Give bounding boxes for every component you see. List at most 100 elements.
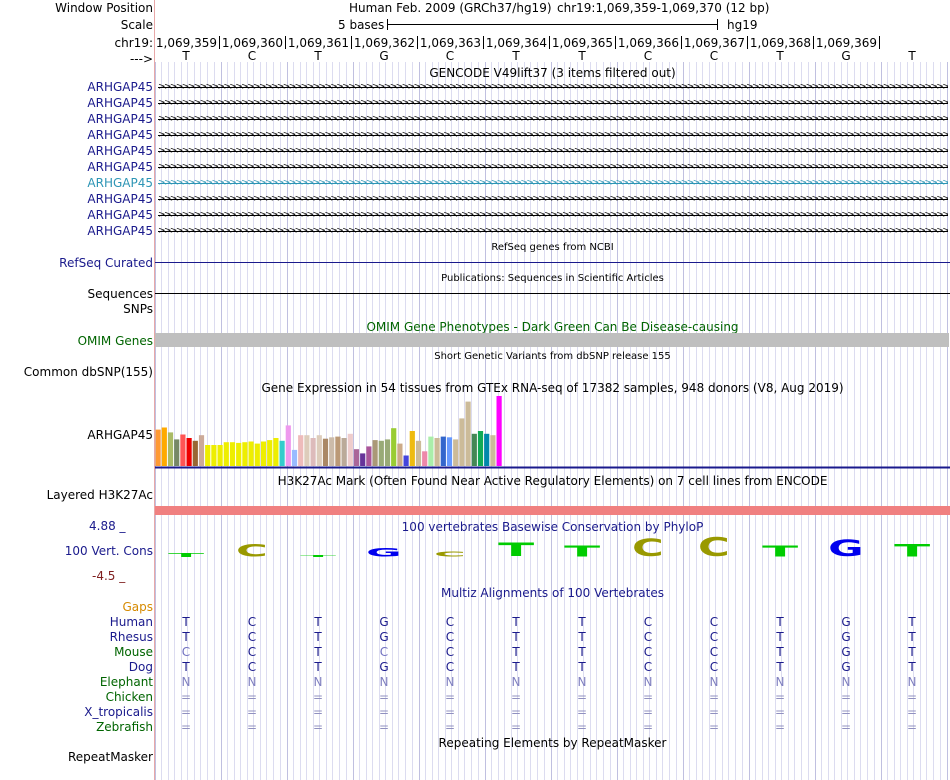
gtex-tissue-bar[interactable] [477,431,484,466]
gencode-gene-line[interactable] [158,87,948,88]
gtex-tissue-bar[interactable] [378,440,384,466]
gtex-tissue-bar[interactable] [217,445,223,466]
gtex-tissue-bar[interactable] [211,445,217,466]
omim-track-title[interactable]: OMIM Gene Phenotypes - Dark Green Can Be… [366,320,739,334]
multiz-track-title[interactable]: Multiz Alignments of 100 Vertebrates [440,586,665,600]
gencode-gene-label[interactable]: ARHGAP45 [87,112,153,126]
gencode-gene-label[interactable]: ARHGAP45 [87,80,153,94]
phylop-base[interactable]: C [428,550,472,557]
phylop-base[interactable]: T [560,544,604,559]
gencode-gene-line[interactable] [158,167,948,168]
phylop-track-title[interactable]: 100 vertebrates Basewise Conservation by… [401,520,704,534]
gencode-gene-line[interactable] [158,103,948,104]
gtex-tissue-bar[interactable] [415,440,422,466]
gencode-track-title[interactable]: GENCODE V49lift37 (3 items filtered out) [429,66,676,80]
gtex-tissue-bar[interactable] [260,441,267,467]
gtex-tissue-bar[interactable] [304,435,310,466]
gtex-tissue-bar[interactable] [360,453,366,466]
gtex-tissue-bar[interactable] [453,439,459,466]
omim-track-label[interactable]: OMIM Genes [77,334,153,348]
gtex-tissue-bar[interactable] [440,436,446,466]
gencode-gene-line[interactable] [158,183,948,184]
gencode-gene-line[interactable] [158,135,948,136]
h3k27ac-track-title[interactable]: H3K27Ac Mark (Often Found Near Active Re… [277,474,828,488]
gtex-tissue-bar[interactable] [434,438,440,466]
gencode-gene-line[interactable] [158,151,948,152]
gtex-tissue-bar[interactable] [198,435,205,466]
gtex-tissue-bar[interactable] [428,436,434,466]
gtex-tissue-bar[interactable] [229,442,236,466]
gencode-gene-line[interactable] [158,119,948,120]
gtex-tissue-bar[interactable] [397,443,403,466]
gtex-tissue-bar[interactable] [242,442,248,466]
gtex-tissue-bar[interactable] [496,396,502,466]
repeatmasker-track-label[interactable]: RepeatMasker [67,750,153,764]
multiz-species-label[interactable]: Rhesus [109,630,153,644]
gtex-tissue-bar[interactable] [471,433,477,466]
gtex-track-label[interactable]: ARHGAP45 [87,428,153,442]
gtex-track-title[interactable]: Gene Expression in 54 tissues from GTEx … [261,381,844,395]
phylop-base[interactable]: T [164,552,208,558]
multiz-species-label[interactable]: Dog [128,660,153,674]
phylop-track-label[interactable]: 100 Vert. Cons [64,544,153,558]
phylop-base[interactable]: T [494,541,538,560]
gtex-tissue-bar[interactable] [446,437,453,466]
multiz-species-label[interactable]: Zebrafish [96,720,153,734]
sequences-track-line[interactable] [155,293,950,294]
gtex-expression-chart[interactable] [155,396,950,470]
gencode-gene-line[interactable] [158,231,948,232]
gencode-gene-label[interactable]: ARHGAP45 [87,192,153,206]
gtex-tissue-bar[interactable] [180,434,186,467]
gtex-tissue-bar[interactable] [409,431,415,466]
gtex-tissue-bar[interactable] [372,440,378,466]
gencode-gene-label[interactable]: ARHGAP45 [87,176,153,190]
gtex-tissue-bar[interactable] [167,432,174,466]
gtex-tissue-bar[interactable] [254,443,260,466]
gencode-gene-line[interactable] [158,215,948,216]
gtex-tissue-bar[interactable] [391,428,397,466]
omim-gene-bar[interactable] [155,333,949,347]
gtex-tissue-bar[interactable] [248,441,254,467]
gtex-tissue-bar[interactable] [285,425,291,466]
phylop-base[interactable]: T [296,555,340,558]
phylop-base[interactable]: T [890,542,934,559]
gencode-gene-label[interactable]: ARHGAP45 [87,96,153,110]
snps-track-label[interactable]: SNPs [123,302,153,316]
repeatmasker-track-title[interactable]: Repeating Elements by RepeatMasker [438,736,667,750]
dbsnp-track-title[interactable]: Short Genetic Variants from dbSNP releas… [434,351,671,362]
gtex-tissue-bar[interactable] [335,436,341,466]
gencode-gene-label[interactable]: ARHGAP45 [87,128,153,142]
gtex-tissue-bar[interactable] [155,429,161,466]
gtex-tissue-bar[interactable] [192,440,198,466]
refseq-track-title[interactable]: RefSeq genes from NCBI [491,242,614,253]
gtex-tissue-bar[interactable] [316,435,322,466]
gtex-tissue-bar[interactable] [291,449,298,466]
gtex-tissue-bar[interactable] [422,451,428,466]
multiz-species-label[interactable]: X_tropicalis [84,705,153,719]
phylop-base[interactable]: C [692,534,736,560]
gtex-tissue-bar[interactable] [366,446,372,466]
gtex-tissue-bar[interactable] [205,445,211,466]
gtex-tissue-bar[interactable] [223,442,229,466]
refseq-track-line[interactable] [155,262,950,263]
gtex-tissue-bar[interactable] [174,439,180,466]
phylop-base[interactable]: C [626,536,670,560]
gtex-tissue-bar[interactable] [384,439,391,466]
gtex-tissue-bar[interactable] [353,449,360,466]
gtex-tissue-bar[interactable] [310,438,316,466]
phylop-base[interactable]: T [758,544,802,559]
dbsnp-track-label[interactable]: Common dbSNP(155) [23,365,153,379]
gtex-tissue-bar[interactable] [298,435,304,466]
gtex-tissue-bar[interactable] [490,435,496,466]
gencode-gene-label[interactable]: ARHGAP45 [87,160,153,174]
gencode-gene-label[interactable]: ARHGAP45 [87,224,153,238]
gtex-tissue-bar[interactable] [322,438,329,466]
gtex-tissue-bar[interactable] [341,438,347,466]
gtex-tissue-bar[interactable] [484,433,490,466]
position-title[interactable]: chr19:1,069,359-1,069,370 (12 bp) [557,1,770,15]
gtex-tissue-bar[interactable] [403,455,409,467]
phylop-base[interactable]: C [230,542,274,559]
gtex-tissue-bar[interactable] [273,438,279,466]
gencode-gene-line[interactable] [158,199,948,200]
h3k27ac-track-label[interactable]: Layered H3K27Ac [46,488,153,502]
